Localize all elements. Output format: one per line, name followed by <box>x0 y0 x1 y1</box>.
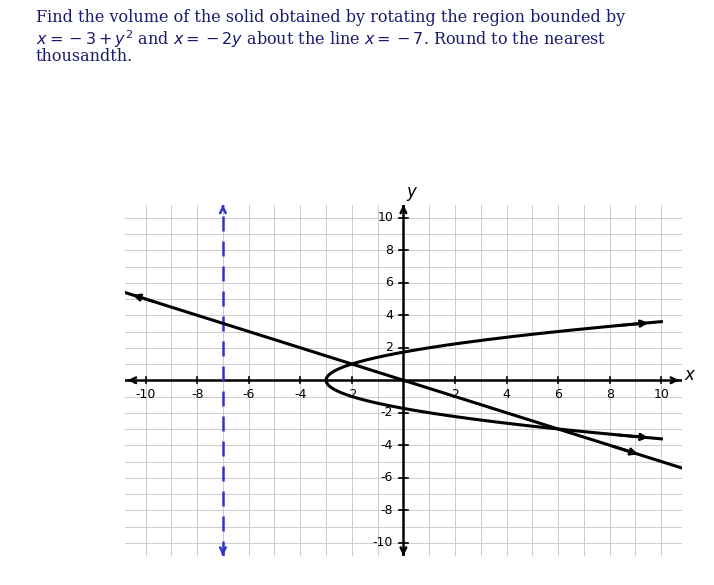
Text: thousandth.: thousandth. <box>36 48 133 65</box>
Text: 2: 2 <box>386 341 393 355</box>
Text: $y$: $y$ <box>406 185 418 203</box>
Text: -4: -4 <box>294 387 306 401</box>
Text: 2: 2 <box>451 387 459 401</box>
Text: $x$: $x$ <box>685 366 697 384</box>
Text: 10: 10 <box>653 387 669 401</box>
Text: 4: 4 <box>386 309 393 322</box>
Text: 6: 6 <box>554 387 562 401</box>
Text: 4: 4 <box>503 387 511 401</box>
Text: -10: -10 <box>373 536 393 549</box>
Text: -10: -10 <box>136 387 156 401</box>
Text: 8: 8 <box>605 387 613 401</box>
Text: -2: -2 <box>381 406 393 419</box>
Text: -4: -4 <box>381 439 393 452</box>
Text: -6: -6 <box>381 472 393 484</box>
Text: 10: 10 <box>377 211 393 224</box>
Text: -8: -8 <box>191 387 203 401</box>
Text: 8: 8 <box>385 244 393 257</box>
Text: 6: 6 <box>386 276 393 289</box>
Text: -8: -8 <box>381 504 393 517</box>
Text: $x = -3 + y^2$ and $x = -2y$ about the line $x = -7$. Round to the nearest: $x = -3 + y^2$ and $x = -2y$ about the l… <box>36 28 606 50</box>
Text: -6: -6 <box>243 387 255 401</box>
Text: -2: -2 <box>346 387 358 401</box>
Text: Find the volume of the solid obtained by rotating the region bounded by: Find the volume of the solid obtained by… <box>36 9 625 26</box>
